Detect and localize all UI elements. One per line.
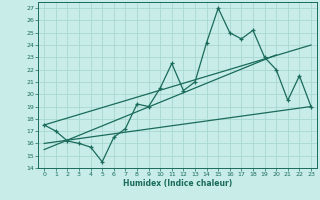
X-axis label: Humidex (Indice chaleur): Humidex (Indice chaleur): [123, 179, 232, 188]
